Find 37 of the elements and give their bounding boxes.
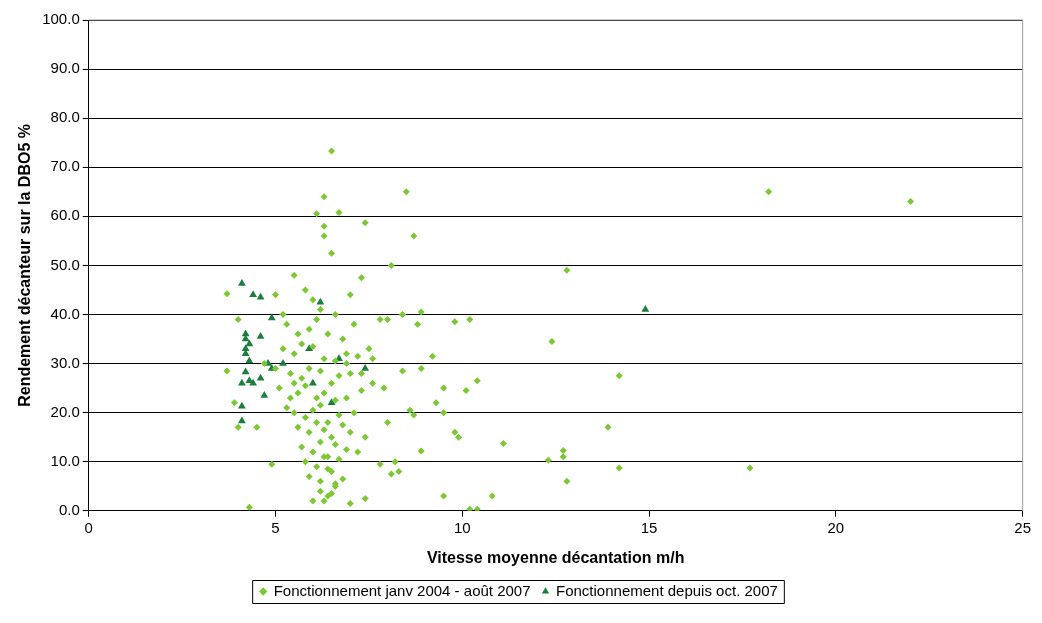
y-tick-label: 30.0 [50,353,80,371]
x-tick-label: 0 [84,518,93,536]
point [267,313,276,321]
x-axis-title: Vitesse moyenne décantation m/h [426,548,685,566]
point [641,305,650,312]
point [279,359,287,366]
y-tick-label: 10.0 [50,451,80,469]
legend-label: Fonctionnement janv 2004 - août 2007 [273,581,531,599]
y-tick-label: 70.0 [50,157,80,175]
y-tick-label: 20.0 [50,402,80,420]
y-tick-label: 40.0 [50,304,80,322]
point [256,332,265,339]
y-tick-label: 0.0 [58,500,80,518]
point [256,373,265,381]
legend-label: Fonctionnement depuis oct. 2007 [556,581,778,599]
x-tick-label: 25 [1014,518,1031,536]
point [249,290,257,298]
y-axis-title: Rendement décanteur sur la DBO5 % [16,124,34,407]
x-tick-label: 10 [453,518,471,536]
y-tick-label: 90.0 [50,59,80,77]
point [327,398,336,406]
x-tick-label: 15 [640,518,658,536]
y-tick-label: 80.0 [50,108,80,126]
x-tick-label: 20 [827,518,845,536]
y-tick-label: 50.0 [50,255,80,273]
y-tick-label: 100.0 [42,10,80,28]
point [260,390,269,398]
point [238,416,246,424]
point [361,363,370,371]
point [238,401,246,409]
point [256,292,265,300]
point [238,279,246,286]
point [241,367,250,375]
x-tick-label: 5 [271,518,280,536]
point [245,339,254,347]
y-tick-label: 60.0 [50,206,80,224]
point [305,344,314,352]
